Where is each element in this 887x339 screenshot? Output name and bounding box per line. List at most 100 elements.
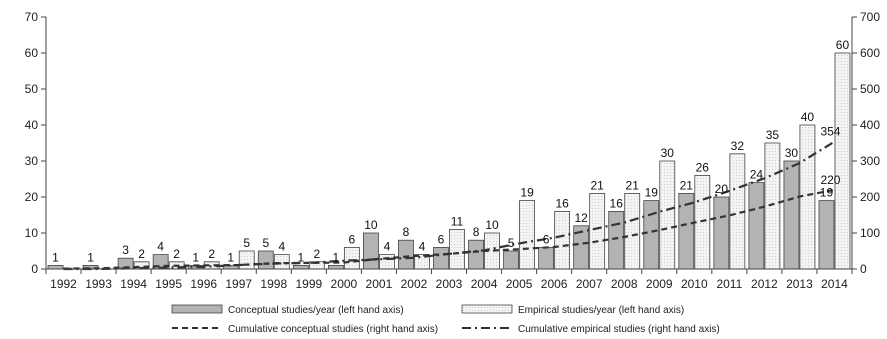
y-left-tick-label-20: 20 xyxy=(25,190,39,204)
label-conceptual-2014: 19 xyxy=(820,186,834,200)
bar-conceptual-2000 xyxy=(327,264,344,270)
y-right-tick-label-100: 100 xyxy=(860,226,880,240)
label-empirical-2010: 26 xyxy=(696,160,710,174)
label-conceptual-2011: 20 xyxy=(715,182,729,196)
label-conceptual-1998: 5 xyxy=(262,236,269,250)
y-left-tick-label-30: 30 xyxy=(25,154,39,168)
label-conceptual-1994: 3 xyxy=(122,243,129,257)
legend-label: Conceptual studies/year (left hand axis) xyxy=(228,305,404,316)
label-conceptual-2002: 8 xyxy=(403,225,410,239)
y-left-tick-label-10: 10 xyxy=(25,226,39,240)
bar-conceptual-2001 xyxy=(363,232,379,270)
label-conceptual-2008: 16 xyxy=(610,196,624,210)
bar-conceptual-1999 xyxy=(292,264,309,270)
bar-empirical-2001 xyxy=(379,254,395,270)
label-empirical-2000: 6 xyxy=(349,232,356,246)
bar-conceptual-2014 xyxy=(818,200,835,270)
label-conceptual-1996: 1 xyxy=(192,250,199,264)
bar-empirical-2005 xyxy=(519,200,535,270)
legend-label: Cumulative conceptual studies (right han… xyxy=(228,324,438,335)
bar-empirical-2012 xyxy=(764,142,781,270)
x-tick-label-1998: 1998 xyxy=(260,277,287,291)
legend-item-3: Cumulative conceptual studies (right han… xyxy=(172,324,438,335)
label-conceptual-2005: 5 xyxy=(508,236,515,250)
bar-empirical-2009 xyxy=(659,160,676,270)
label-conceptual-2004: 8 xyxy=(473,225,480,239)
label-conceptual-1999: 1 xyxy=(297,250,304,264)
x-tick-label-2007: 2007 xyxy=(576,277,603,291)
x-tick-label-1994: 1994 xyxy=(120,277,147,291)
label-conceptual-1992: 1 xyxy=(52,250,59,264)
bar-conceptual-2006 xyxy=(538,246,555,270)
y-right-tick-label-0: 0 xyxy=(860,262,867,276)
x-tick-label-1995: 1995 xyxy=(155,277,182,291)
bar-empirical-2010 xyxy=(694,174,711,270)
x-tick-label-2005: 2005 xyxy=(506,277,533,291)
label-conceptual-2003: 6 xyxy=(438,232,445,246)
bar-empirical-2000 xyxy=(343,246,360,270)
label-empirical-2003: 11 xyxy=(451,214,464,228)
label-conceptual-2013: 30 xyxy=(785,146,799,160)
label-conceptual-2010: 21 xyxy=(680,178,694,192)
legend-label: Cumulative empirical studies (right hand… xyxy=(518,324,720,335)
y-left-tick-label-50: 50 xyxy=(25,82,39,96)
legend-item-4: Cumulative empirical studies (right hand… xyxy=(462,324,720,335)
legend-item-1: Conceptual studies/year (left hand axis) xyxy=(171,304,404,316)
label-empirical-1996: 2 xyxy=(208,247,215,261)
x-tick-label-1997: 1997 xyxy=(225,277,252,291)
bar-empirical-1998 xyxy=(273,254,290,270)
bar-conceptual-1998 xyxy=(257,250,274,270)
bar-empirical-2006 xyxy=(554,210,571,270)
label-empirical-1997: 5 xyxy=(243,236,250,250)
x-tick-label-2000: 2000 xyxy=(331,277,358,291)
x-tick-label-2014: 2014 xyxy=(821,277,848,291)
y-left-tick-label-40: 40 xyxy=(25,118,39,132)
bar-empirical-2008 xyxy=(624,192,641,270)
x-tick-label-1996: 1996 xyxy=(190,277,217,291)
label-conceptual-2012: 24 xyxy=(750,168,764,182)
x-tick-label-1999: 1999 xyxy=(295,277,322,291)
bar-empirical-2014 xyxy=(834,52,851,270)
x-tick-label-2013: 2013 xyxy=(786,277,813,291)
bar-conceptual-2012 xyxy=(748,182,765,270)
label-empirical-1999: 2 xyxy=(313,247,320,261)
label-empirical-2013: 40 xyxy=(801,110,815,124)
y-right-tick-label-600: 600 xyxy=(860,46,880,60)
label-conceptual-2000: 1 xyxy=(333,250,340,264)
y-right-tick-label-200: 200 xyxy=(860,190,880,204)
legend-item-2: Empirical studies/year (left hand axis) xyxy=(461,304,684,316)
bar-conceptual-2009 xyxy=(643,200,660,270)
bar-conceptual-1992 xyxy=(47,264,64,270)
plot-area: 1 13 242 1 2 15 5 41 2 16104846118105196161221162… xyxy=(47,38,851,271)
bar-conceptual-2011 xyxy=(713,196,730,270)
label-conceptual-2006: 6 xyxy=(543,232,550,246)
bar-conceptual-2008 xyxy=(608,210,625,270)
label-empirical-2007: 21 xyxy=(590,178,604,192)
x-tick-label-2008: 2008 xyxy=(611,277,638,291)
bar-conceptual-2003 xyxy=(433,246,449,270)
label-empirical-2005: 19 xyxy=(520,186,534,200)
x-tick-label-2004: 2004 xyxy=(471,277,498,291)
bar-conceptual-2005 xyxy=(503,250,519,270)
x-tick-label-2010: 2010 xyxy=(681,277,708,291)
x-tick-label-2009: 2009 xyxy=(646,277,673,291)
label-empirical-2011: 32 xyxy=(731,139,745,153)
x-tick-label-2002: 2002 xyxy=(401,277,428,291)
bar-empirical-1997 xyxy=(238,250,255,270)
label-conceptual-1995: 4 xyxy=(157,240,164,254)
label-empirical-2008: 21 xyxy=(626,178,640,192)
axes: 0102030405060700100200300400500600700199… xyxy=(25,10,881,291)
x-tick-label-2012: 2012 xyxy=(751,277,778,291)
x-tick-label-2003: 2003 xyxy=(436,277,463,291)
line-cumulative-empirical xyxy=(63,140,836,271)
legend-swatch-empirical xyxy=(461,304,513,314)
y-left-tick-label-70: 70 xyxy=(25,10,39,24)
label-empirical-2004: 10 xyxy=(485,218,499,232)
y-left-tick-label-60: 60 xyxy=(25,46,39,60)
legend-label: Empirical studies/year (left hand axis) xyxy=(518,305,684,316)
y-left-tick-label-0: 0 xyxy=(31,262,38,276)
bar-empirical-2007 xyxy=(589,192,606,270)
bar-conceptual-2002 xyxy=(398,239,414,270)
label-empirical-1994: 2 xyxy=(138,247,145,261)
